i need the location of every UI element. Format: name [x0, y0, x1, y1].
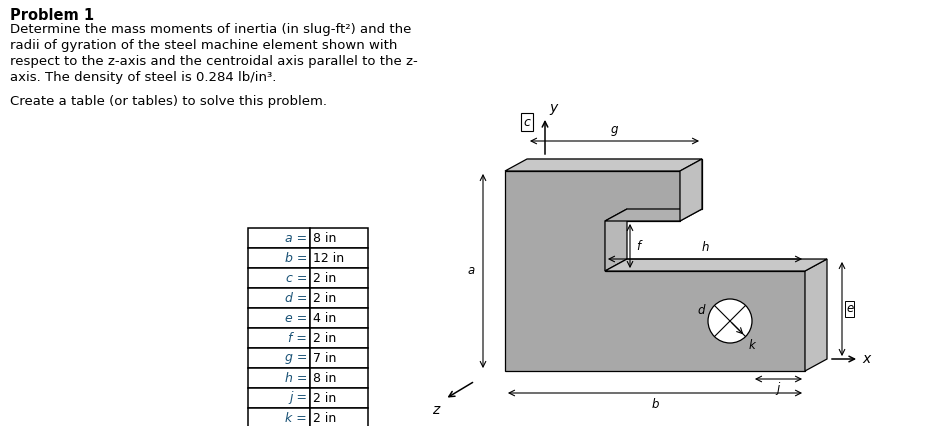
Bar [248, 288, 310, 308]
Text: axis. The density of steel is 0.284 lb/in³.: axis. The density of steel is 0.284 lb/i… [10, 71, 276, 84]
Bar [310, 268, 368, 288]
Text: 8 in: 8 in [312, 371, 336, 385]
Bar [310, 308, 368, 328]
Bar [248, 368, 310, 388]
Text: 2 in: 2 in [312, 331, 336, 345]
Text: 2 in: 2 in [312, 271, 336, 285]
Text: k =: k = [285, 412, 307, 424]
Bar [310, 368, 368, 388]
Text: 12 in: 12 in [312, 251, 344, 265]
Text: 2 in: 2 in [312, 391, 336, 405]
Text: Create a table (or tables) to solve this problem.: Create a table (or tables) to solve this… [10, 95, 326, 108]
Text: h: h [701, 241, 708, 254]
Text: f =: f = [287, 331, 307, 345]
Text: y: y [549, 101, 556, 115]
Bar [248, 348, 310, 368]
Text: e =: e = [285, 311, 307, 325]
Polygon shape [804, 259, 826, 371]
Text: g: g [610, 123, 617, 136]
Bar [248, 248, 310, 268]
Text: h =: h = [285, 371, 307, 385]
Text: 4 in: 4 in [312, 311, 336, 325]
Text: j: j [776, 382, 779, 395]
Bar [310, 348, 368, 368]
Text: Problem 1: Problem 1 [10, 8, 94, 23]
Bar [310, 328, 368, 348]
Polygon shape [527, 159, 701, 209]
Circle shape [707, 299, 751, 343]
Text: g =: g = [285, 351, 307, 365]
Text: f: f [635, 239, 640, 253]
Text: x: x [861, 352, 870, 366]
Text: 8 in: 8 in [312, 231, 336, 245]
Text: c =: c = [286, 271, 307, 285]
Text: respect to the z-axis and the centroidal axis parallel to the z-: respect to the z-axis and the centroidal… [10, 55, 417, 68]
Text: a =: a = [285, 231, 307, 245]
Polygon shape [604, 259, 826, 271]
Polygon shape [504, 171, 804, 371]
Bar [248, 228, 310, 248]
Bar [248, 408, 310, 426]
Text: d =: d = [285, 291, 307, 305]
Text: j =: j = [288, 391, 307, 405]
Text: 7 in: 7 in [312, 351, 336, 365]
Bar [310, 288, 368, 308]
Bar [310, 408, 368, 426]
Text: z: z [431, 403, 438, 417]
Bar [310, 228, 368, 248]
Text: Determine the mass moments of inertia (in slug-ft²) and the: Determine the mass moments of inertia (i… [10, 23, 411, 36]
Polygon shape [504, 159, 701, 171]
Bar [248, 328, 310, 348]
Bar [248, 388, 310, 408]
Text: 2 in: 2 in [312, 291, 336, 305]
Bar [248, 308, 310, 328]
Text: a: a [467, 265, 475, 277]
Text: b =: b = [285, 251, 307, 265]
Polygon shape [679, 159, 701, 221]
Bar [248, 268, 310, 288]
Text: e: e [845, 302, 852, 316]
Bar [310, 248, 368, 268]
Text: c: c [523, 115, 530, 129]
Text: radii of gyration of the steel machine element shown with: radii of gyration of the steel machine e… [10, 39, 397, 52]
Text: k: k [747, 340, 755, 352]
Bar [310, 388, 368, 408]
Text: d: d [697, 303, 705, 317]
Text: e: e [845, 302, 852, 316]
Text: 2 in: 2 in [312, 412, 336, 424]
Text: b: b [651, 398, 658, 411]
Polygon shape [604, 209, 701, 221]
Polygon shape [604, 209, 627, 271]
